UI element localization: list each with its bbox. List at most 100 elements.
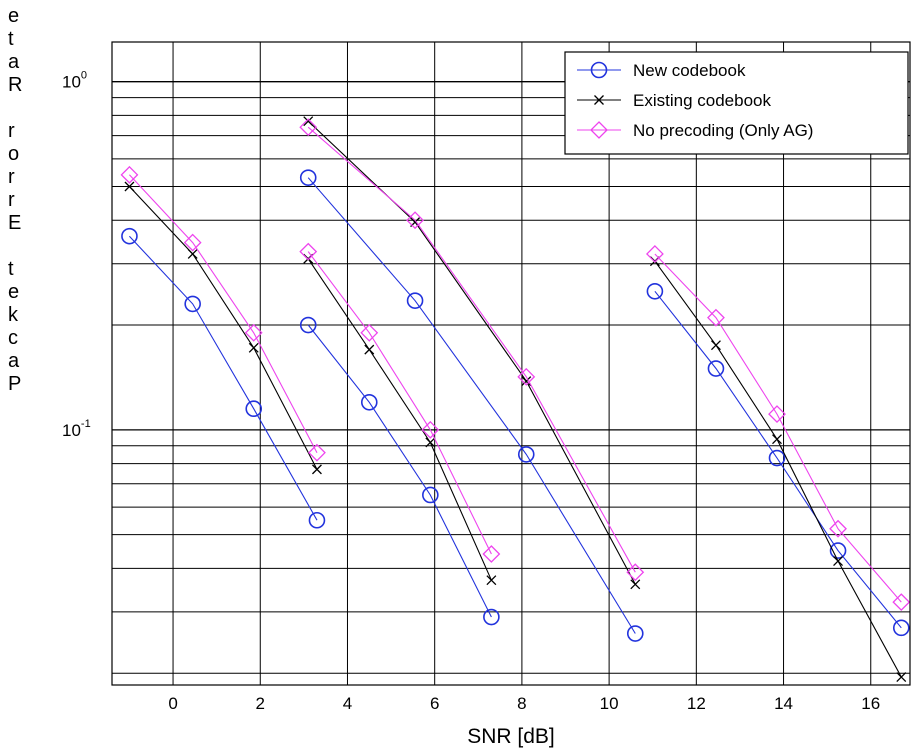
legend-item: Existing codebook [577,91,771,110]
data-point-diamond [707,308,725,327]
series-line [128,174,318,453]
data-point-diamond [645,245,664,263]
y-label-char: e [8,5,19,27]
data-point-circle [245,400,263,418]
y-label-char: t [8,258,14,280]
data-point-x [187,249,198,259]
data-point-circle [892,619,910,637]
y-label-char: o [8,143,19,165]
legend-item: No precoding (Only AG) [577,121,813,140]
series-line [307,258,492,581]
y-label-char: P [8,373,21,395]
legend-item: New codebook [577,61,746,80]
series-line [128,186,318,470]
legend-box [564,51,909,155]
data-point-diamond [183,233,202,252]
series-line [307,120,636,585]
data-point-circle [483,608,500,626]
x-tick-label: 14 [774,694,793,713]
data-point-x [364,344,375,355]
series-line [654,253,902,603]
y-label-char: r [8,120,15,142]
y-label-char: k [8,304,19,326]
y-label-char: e [8,281,19,303]
data-point-diamond [299,118,318,137]
data-point-circle [422,486,439,504]
x-axis-label: SNR [dB] [467,725,555,748]
series-line [307,324,492,618]
data-point-x [311,464,322,475]
data-point-x [425,437,436,448]
x-tick-label: 0 [168,694,177,713]
data-point-x [303,116,314,127]
data-point-circle [707,360,725,377]
legend-label: No precoding (Only AG) [633,121,813,140]
data-point-diamond [308,443,326,462]
series-2 [124,116,907,682]
data-point-circle [308,511,326,529]
data-point-diamond [299,242,318,261]
data-point-x [486,575,497,586]
y-label-char: r [8,166,15,188]
data-point-x [772,434,782,445]
data-point-x [710,340,721,351]
data-point-circle [590,61,608,79]
y-label-char: c [8,327,18,349]
data-point-diamond [590,121,608,139]
x-tick-label: 4 [343,694,352,713]
data-point-diamond [421,420,440,439]
data-point-x [521,376,532,387]
data-point-diamond [244,323,263,342]
data-point-diamond [120,165,139,184]
data-point-x [124,181,135,192]
legend-label: Existing codebook [633,91,771,110]
y-tick-label: 10-1 [62,418,91,440]
y-label-char: r [8,189,15,211]
series-layer [120,116,911,682]
series-line [654,290,902,629]
data-point-diamond [406,211,424,230]
data-point-x [248,342,259,353]
legend-label: New codebook [633,61,746,80]
data-point-circle [299,169,317,186]
series-line [654,260,902,678]
data-point-diamond [360,323,379,342]
data-point-circle [646,282,664,300]
series-line [307,126,636,573]
data-point-diamond [768,405,786,423]
data-point-circle [829,542,847,559]
x-tick-labels: 0 2 4 6 8 10 12 14 16 [168,694,880,713]
data-point-circle [184,295,201,313]
plot-frame [111,41,911,686]
data-point-diamond [517,367,536,386]
series-1 [121,169,910,642]
x-tick-label: 2 [256,694,265,713]
data-point-circle [299,316,317,334]
x-tick-label: 8 [517,694,526,713]
legend: New codebook Existing codebook No precodin… [564,51,909,155]
y-tick-label: 100 [62,70,87,92]
data-point-circle [517,446,535,463]
data-point-circle [360,393,378,411]
y-label-char: E [8,212,21,234]
y-label-char: a [8,51,20,73]
data-point-x [594,95,604,105]
series-line [307,177,636,634]
data-point-circle [406,292,424,309]
x-tick-label: 10 [600,694,619,713]
x-tick-label: 6 [430,694,439,713]
x-tick-label: 12 [687,694,706,713]
data-point-diamond [626,563,645,582]
data-point-x [896,672,907,682]
data-point-circle [768,449,786,467]
data-point-circle [626,625,644,642]
data-point-diamond [892,593,911,612]
data-point-circle [121,227,138,245]
series-3 [120,118,911,612]
y-label-char: a [8,350,20,372]
series-line [307,251,492,555]
y-label-char: t [8,28,14,50]
x-tick-label: 16 [861,694,880,713]
